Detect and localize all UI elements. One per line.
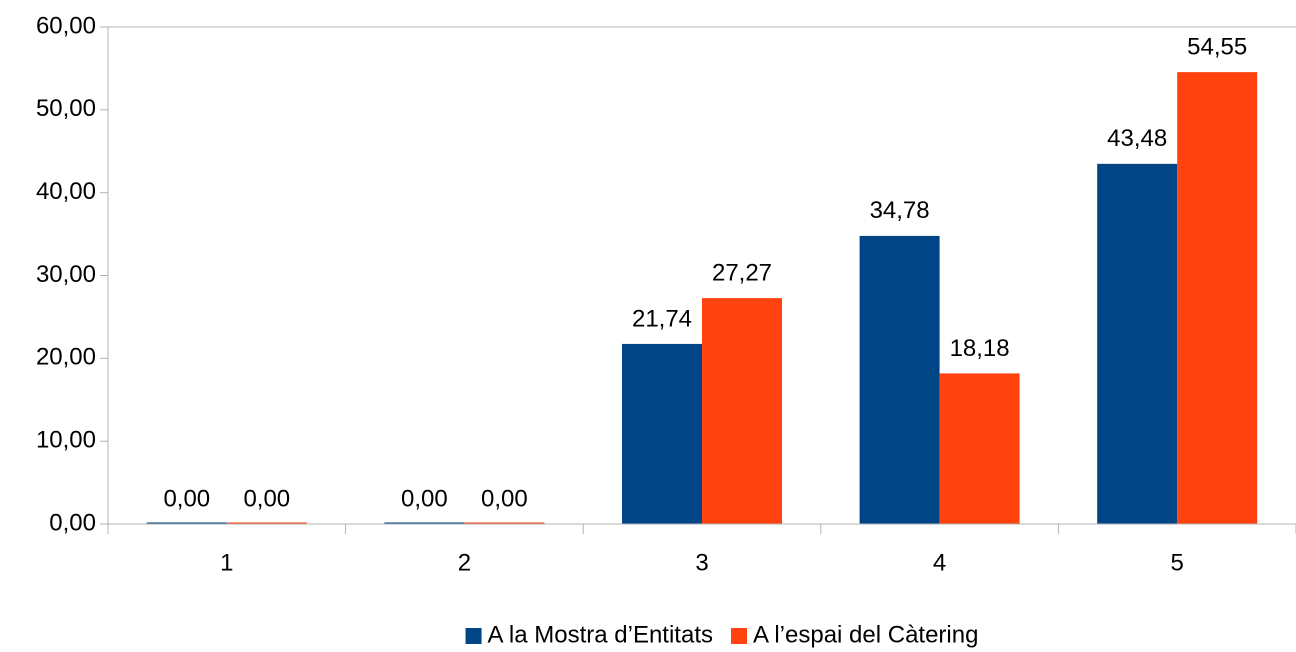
x-tick-label: 5: [1171, 549, 1184, 576]
y-tick-label: 60,00: [36, 12, 96, 39]
x-tick-label: 2: [458, 549, 471, 576]
y-tick-label: 30,00: [36, 261, 96, 288]
bar: [702, 298, 782, 524]
data-label: 0,00: [481, 485, 528, 512]
data-label: 43,48: [1107, 125, 1167, 152]
bar: [1177, 72, 1258, 524]
bar: [146, 522, 227, 524]
y-tick-label: 40,00: [36, 178, 96, 205]
legend-swatch: [465, 628, 482, 644]
bar: [226, 522, 307, 524]
bar: [384, 522, 465, 524]
bar: [622, 343, 702, 524]
bar: [464, 522, 545, 524]
legend-label: A l’espai del Càtering: [753, 621, 978, 648]
legend-swatch: [730, 628, 747, 644]
data-label: 0,00: [163, 485, 210, 512]
y-tick-label: 50,00: [36, 95, 96, 122]
data-label: 0,00: [401, 485, 448, 512]
bar: [939, 373, 1020, 524]
data-label: 27,27: [712, 259, 772, 286]
y-tick-label: 20,00: [36, 344, 96, 371]
y-tick-label: 10,00: [36, 427, 96, 454]
x-tick-label: 4: [933, 549, 946, 576]
data-label: 34,78: [870, 197, 930, 224]
legend-label: A la Mostra d’Entitats: [488, 621, 713, 648]
bar: [859, 235, 940, 524]
bar: [1097, 163, 1178, 524]
data-label: 18,18: [950, 335, 1010, 362]
x-tick-label: 1: [220, 549, 233, 576]
data-label: 54,55: [1187, 33, 1247, 60]
data-label: 21,74: [632, 305, 692, 332]
data-label: 0,00: [243, 485, 290, 512]
y-tick-label: 0,00: [49, 509, 96, 536]
x-tick-label: 3: [695, 549, 708, 576]
